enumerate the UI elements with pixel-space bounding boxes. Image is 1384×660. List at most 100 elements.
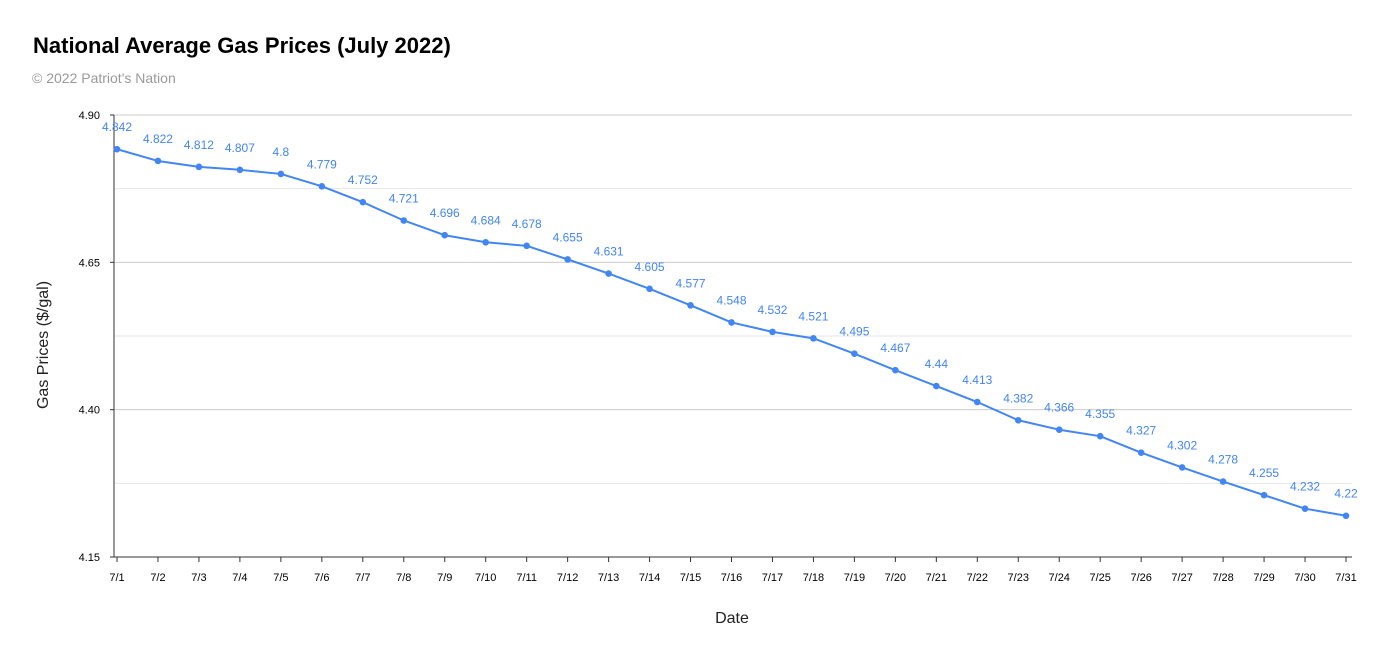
x-tick-label: 7/28 — [1212, 572, 1233, 584]
data-point — [1014, 416, 1022, 424]
x-tick-label: 7/22 — [967, 572, 988, 584]
x-tick-label: 7/15 — [680, 572, 701, 584]
y-tick-label: 4.65 — [79, 257, 100, 269]
x-axis-ticks: 7/1 7/2 7/3 7/4 7/5 7/6 7/7 7/8 7/9 7/10 7/11 7/12 7… — [109, 557, 1357, 584]
data-label: 4.684 — [471, 213, 501, 227]
y-axis-title: Gas Prices ($/gal) — [35, 281, 52, 409]
data-point — [1096, 432, 1104, 440]
data-point — [851, 350, 858, 357]
x-tick-label: 7/31 — [1335, 572, 1356, 584]
data-label: 4.355 — [1085, 407, 1115, 421]
series-line — [116, 148, 1347, 517]
x-tick-label: 7/26 — [1130, 572, 1151, 584]
data-label: 4.577 — [676, 276, 706, 290]
x-tick-label: 7/8 — [396, 572, 411, 584]
data-label: 4.22 — [1334, 487, 1358, 501]
data-point — [728, 319, 735, 326]
data-label: 4.413 — [962, 373, 992, 387]
data-point — [154, 157, 162, 165]
x-tick-label: 7/24 — [1049, 572, 1070, 584]
x-tick-label: 7/29 — [1253, 572, 1274, 584]
x-tick-label: 7/9 — [437, 572, 452, 584]
y-tick-label: 4.15 — [79, 552, 100, 564]
data-label: 4.605 — [635, 260, 665, 274]
x-axis-title: Date — [715, 610, 749, 627]
data-point — [564, 256, 571, 263]
data-point — [974, 398, 981, 406]
data-label: 4.532 — [757, 303, 787, 317]
data-label: 4.382 — [1003, 391, 1033, 405]
x-tick-label: 7/16 — [721, 572, 742, 584]
x-tick-label: 7/3 — [191, 572, 206, 584]
x-tick-label: 7/5 — [273, 572, 288, 584]
data-label: 4.812 — [184, 138, 214, 152]
data-label: 4.467 — [880, 341, 910, 355]
data-label: 4.255 — [1249, 466, 1279, 480]
x-tick-label: 7/30 — [1294, 572, 1315, 584]
data-point — [605, 270, 612, 277]
series-group — [113, 145, 1350, 520]
data-point — [400, 217, 408, 224]
chart-title: National Average Gas Prices (July 2022) — [33, 33, 451, 58]
chart-subtitle: © 2022 Patriot's Nation — [32, 70, 176, 86]
data-point — [646, 285, 653, 293]
data-point — [933, 382, 940, 390]
x-tick-label: 7/14 — [639, 572, 660, 584]
data-point — [195, 163, 203, 171]
data-label: 4.278 — [1208, 453, 1238, 467]
data-label: 4.232 — [1290, 480, 1320, 494]
data-point — [482, 238, 490, 246]
x-tick-label: 7/17 — [762, 572, 783, 584]
data-point — [1260, 491, 1268, 499]
data-point — [1342, 512, 1350, 520]
data-point — [892, 366, 899, 374]
x-tick-label: 7/13 — [598, 572, 619, 584]
x-tick-label: 7/4 — [232, 572, 247, 584]
axes — [113, 115, 1352, 558]
x-tick-label: 7/20 — [885, 572, 906, 584]
x-tick-label: 7/23 — [1008, 572, 1029, 584]
x-tick-label: 7/10 — [475, 572, 496, 584]
data-label: 4.779 — [307, 157, 337, 171]
y-tick-label: 4.40 — [79, 405, 100, 417]
data-label: 4.548 — [716, 293, 746, 307]
x-tick-label: 7/19 — [844, 572, 865, 584]
x-tick-label: 7/18 — [803, 572, 824, 584]
data-point — [441, 231, 449, 239]
data-point — [1178, 464, 1186, 471]
x-tick-label: 7/2 — [150, 572, 165, 584]
data-label: 4.521 — [798, 309, 828, 323]
gridlines — [114, 114, 1352, 558]
data-label: 4.631 — [594, 245, 624, 259]
data-labels: 4.842 4.822 4.812 4.807 4.8 4.779 4.752 4.721 4.… — [102, 120, 1358, 501]
data-point — [318, 183, 326, 190]
x-tick-label: 7/7 — [355, 572, 370, 584]
data-point — [1137, 449, 1145, 456]
x-tick-label: 7/25 — [1089, 572, 1110, 584]
x-tick-label: 7/12 — [557, 572, 578, 584]
data-point — [359, 198, 367, 206]
data-label: 4.655 — [553, 230, 583, 244]
x-tick-label: 7/1 — [109, 572, 124, 584]
x-tick-label: 7/21 — [926, 572, 947, 584]
data-point — [113, 145, 121, 153]
data-label: 4.807 — [225, 141, 255, 155]
data-label: 4.822 — [143, 132, 173, 146]
data-label: 4.678 — [512, 217, 542, 231]
data-point — [810, 335, 817, 342]
data-label: 4.44 — [925, 357, 949, 371]
data-label: 4.842 — [102, 120, 132, 134]
x-tick-label: 7/6 — [314, 572, 329, 584]
y-axis-ticks: 4.15 4.40 4.65 4.90 — [79, 110, 114, 564]
y-tick-label: 4.90 — [79, 110, 100, 122]
x-tick-label: 7/11 — [516, 572, 537, 584]
x-tick-label: 7/27 — [1171, 572, 1192, 584]
data-point — [236, 166, 244, 174]
data-label: 4.8 — [273, 145, 290, 159]
data-point — [1219, 478, 1227, 485]
data-point — [687, 302, 694, 309]
data-label: 4.302 — [1167, 438, 1197, 452]
data-label: 4.495 — [839, 325, 869, 339]
data-label: 4.327 — [1126, 424, 1156, 438]
data-point — [277, 170, 285, 178]
